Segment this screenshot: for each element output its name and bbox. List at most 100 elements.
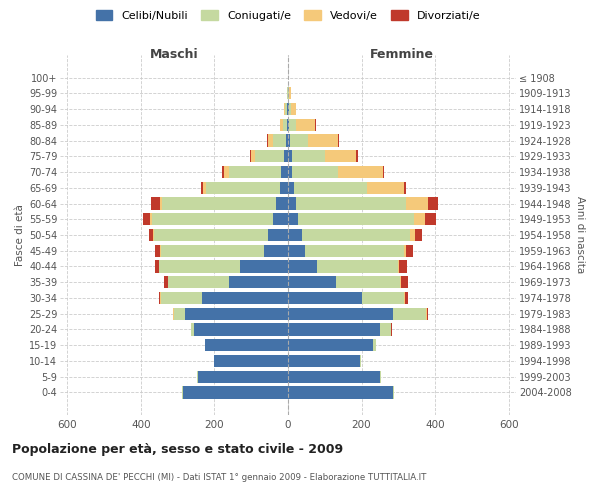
Bar (287, 87, 288, 100)
Bar (288, 324, 392, 336)
Bar (155, 260, 288, 272)
Bar (251, 150, 288, 162)
Bar (191, 324, 288, 336)
Bar (288, 134, 338, 146)
Bar (288, 386, 394, 398)
Bar (288, 324, 391, 336)
Bar (288, 134, 290, 146)
Bar (201, 182, 288, 194)
Bar (160, 244, 288, 257)
Bar (288, 355, 361, 367)
Bar (288, 213, 414, 226)
Bar (288, 292, 408, 304)
Bar (197, 370, 288, 383)
Bar (288, 229, 410, 241)
Bar (288, 244, 305, 257)
Bar (229, 166, 288, 178)
Bar (150, 213, 288, 226)
Bar (205, 339, 288, 351)
Bar (288, 370, 381, 383)
Bar (288, 166, 292, 178)
Bar (288, 244, 404, 257)
Bar (182, 386, 288, 398)
Bar (276, 198, 288, 209)
Bar (288, 355, 361, 367)
Bar (284, 150, 288, 162)
Bar (288, 118, 296, 131)
Bar (173, 308, 288, 320)
Bar (288, 244, 406, 257)
Bar (288, 229, 422, 241)
Bar (240, 260, 288, 272)
Bar (164, 276, 288, 288)
Bar (191, 324, 288, 336)
Bar (197, 370, 288, 383)
Bar (288, 118, 315, 131)
Bar (152, 213, 288, 226)
Bar (283, 118, 288, 131)
Bar (288, 87, 289, 100)
Bar (194, 324, 288, 336)
Bar (149, 229, 288, 241)
Bar (288, 150, 356, 162)
Bar (288, 308, 426, 320)
Text: Popolazione per età, sesso e stato civile - 2009: Popolazione per età, sesso e stato civil… (12, 442, 343, 456)
Bar (288, 103, 290, 115)
Bar (287, 87, 288, 100)
Bar (288, 229, 415, 241)
Bar (288, 276, 408, 288)
Bar (264, 244, 288, 257)
Text: COMUNE DI CASSINA DE' PECCHI (MI) - Dati ISTAT 1° gennaio 2009 - Elaborazione TU: COMUNE DI CASSINA DE' PECCHI (MI) - Dati… (12, 472, 427, 482)
Bar (288, 324, 391, 336)
Bar (158, 260, 288, 272)
Bar (288, 182, 293, 194)
Bar (169, 276, 288, 288)
Bar (214, 355, 288, 367)
Bar (288, 355, 360, 367)
Bar (173, 308, 288, 320)
Bar (197, 370, 288, 383)
Bar (203, 182, 288, 194)
Bar (288, 198, 437, 209)
Bar (288, 339, 376, 351)
Legend: Celibi/Nubili, Coniugati/e, Vedovi/e, Divorziati/e: Celibi/Nubili, Coniugati/e, Vedovi/e, Di… (96, 10, 480, 21)
Bar (214, 355, 288, 367)
Bar (182, 386, 288, 398)
Bar (288, 213, 425, 226)
Bar (280, 118, 288, 131)
Bar (286, 134, 288, 146)
Bar (288, 118, 316, 131)
Bar (159, 260, 288, 272)
Bar (205, 339, 288, 351)
Bar (286, 103, 288, 115)
Bar (281, 166, 288, 178)
Bar (280, 118, 288, 131)
Bar (191, 324, 288, 336)
Bar (288, 182, 367, 194)
Bar (288, 166, 338, 178)
Bar (288, 339, 373, 351)
Bar (288, 103, 289, 115)
Bar (183, 386, 288, 398)
Bar (206, 182, 288, 194)
Bar (288, 339, 376, 351)
Bar (288, 150, 292, 162)
Bar (160, 198, 288, 209)
Bar (288, 260, 400, 272)
Bar (168, 276, 288, 288)
Bar (288, 198, 296, 209)
Bar (160, 292, 288, 304)
Bar (143, 213, 288, 226)
Bar (288, 370, 381, 383)
Bar (288, 339, 376, 351)
Bar (288, 292, 362, 304)
Bar (288, 166, 383, 178)
Text: Femmine: Femmine (370, 48, 434, 61)
Bar (185, 308, 288, 320)
Bar (288, 292, 404, 304)
Bar (174, 308, 288, 320)
Y-axis label: Fasce di età: Fasce di età (14, 204, 25, 266)
Bar (273, 213, 288, 226)
Bar (268, 134, 288, 146)
Bar (288, 87, 291, 100)
